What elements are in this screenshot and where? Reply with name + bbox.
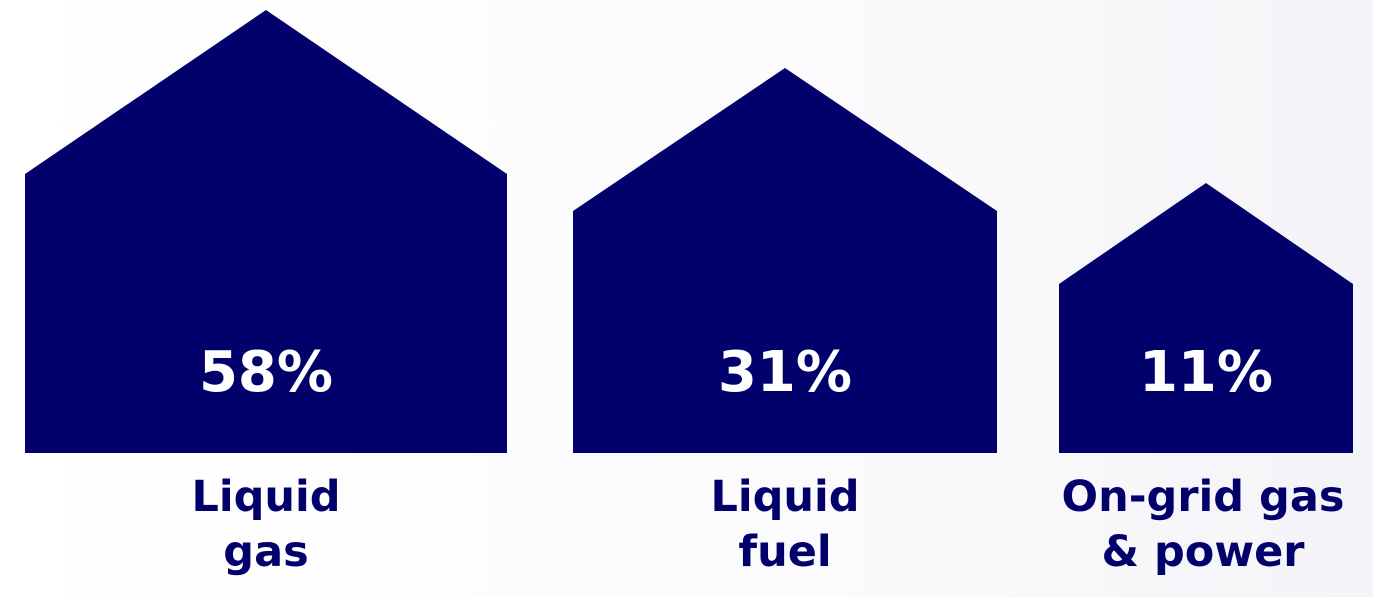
house-bar-2 [573, 68, 997, 453]
category-label-1-line-1: Liquid [191, 472, 341, 522]
category-label-3: On-grid gas & power [1033, 470, 1373, 580]
category-label-3-line-1: On-grid gas [1061, 472, 1345, 522]
house-bar-1 [25, 10, 507, 453]
category-label-2: Liquid fuel [573, 470, 997, 580]
house-bar-3 [1059, 183, 1353, 453]
category-label-3-line-2: & power [1101, 527, 1305, 577]
category-label-2-line-2: fuel [738, 527, 832, 577]
category-label-1-line-2: gas [223, 527, 309, 577]
value-label-1: 58% [199, 340, 333, 405]
category-label-1: Liquid gas [25, 470, 507, 580]
value-label-3: 11% [1139, 340, 1273, 405]
category-label-2-line-1: Liquid [710, 472, 860, 522]
value-label-2: 31% [718, 340, 852, 405]
houses-layer: 58% 31% 11% [25, 10, 1353, 453]
